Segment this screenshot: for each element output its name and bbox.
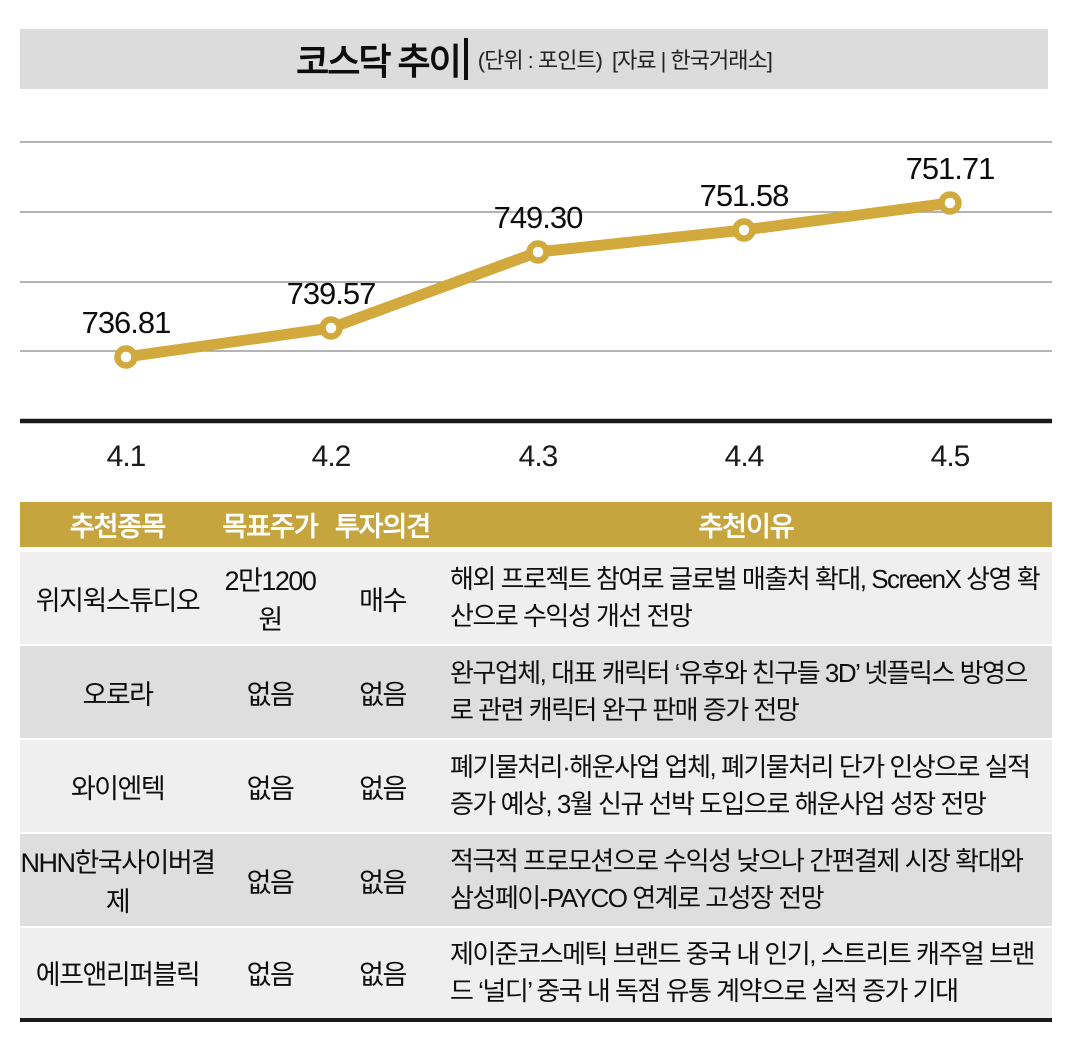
kosdaq-line-chart: 736.81 4.1 739.57 4.2 749.30 4.3 751.58 4.4 751.… (20, 141, 1052, 473)
table-header-cell: 목표주가 (222, 512, 318, 542)
data-point-marker (732, 218, 756, 242)
x-axis-tick-label: 4.4 (725, 440, 764, 473)
target-price-cell: 없음 (246, 773, 295, 804)
data-point-marker (114, 345, 138, 369)
reason-cell: 폐기물처리·해운사업 업체, 폐기물처리 단가 인상으로 실적 증가 예상, 3… (450, 752, 1031, 819)
stock-name-cell: 와이엔텍 (70, 773, 166, 804)
target-price-cell: 없음 (246, 867, 295, 898)
stock-name-cell: 오로라 (82, 679, 154, 710)
opinion-cell: 없음 (359, 960, 407, 991)
data-point-label: 749.30 (494, 200, 584, 235)
opinion-cell: 없음 (359, 773, 407, 804)
opinion-cell: 없음 (359, 867, 407, 898)
target-price-cell: 없음 (246, 960, 295, 991)
target-price-cell: 2만1200원 (224, 566, 317, 635)
data-point-marker (526, 240, 550, 264)
reason-cell: 적극적 프로모션으로 수익성 낮으나 간편결제 시장 확대와 삼성페이-PAYC… (450, 846, 1024, 913)
table-row: NHN한국사이버결제 없음 없음 적극적 프로모션으로 수익성 낮으나 간편결제 시장… (20, 834, 1052, 926)
opinion-cell: 없음 (359, 679, 407, 710)
x-axis-tick-label: 4.3 (519, 440, 558, 473)
reason-cell: 완구업체, 대표 캐릭터 ‘유후와 친구들 3D’ 넷플릭스 방영으로 관련 캐… (450, 658, 1028, 725)
stock-name-cell: 위지윅스튜디오 (35, 585, 201, 616)
opinion-cell: 매수 (359, 585, 407, 616)
x-axis-tick-label: 4.2 (312, 440, 351, 473)
x-axis-tick-label: 4.1 (107, 440, 146, 473)
unit-label: (단위 : 포인트) (477, 48, 603, 73)
data-point-marker (319, 316, 343, 340)
reason-cell: 제이준코스메틱 브랜드 중국 내 인기, 스트리트 캐주얼 브랜드 ‘널디’ 중… (450, 939, 1035, 1006)
table-row: 오로라 없음 없음 완구업체, 대표 캐릭터 ‘유후와 친구들 3D’ 넷플릭스 방영… (20, 646, 1052, 738)
stock-name-cell: 에프앤리퍼블릭 (35, 960, 201, 991)
table-header-cell: 추천종목 (69, 512, 166, 542)
title-divider (463, 38, 468, 80)
table-row: 위지윅스튜디오 2만1200원 매수 해외 프로젝트 참여로 글로벌 매출처 확대, … (20, 552, 1052, 644)
recommendations-table: 추천종목 목표주가 투자의견 추천이유 위지윅스튜디오 2만1200원 매수 해외 프로젝트… (20, 502, 1052, 1022)
table-row: 와이엔텍 없음 없음 폐기물처리·해운사업 업체, 폐기물처리 단가 인상으로 실적 … (20, 740, 1052, 832)
target-price-cell: 없음 (246, 679, 295, 710)
source-label: [자료 | 한국거래소] (611, 48, 773, 73)
x-axis-tick-label: 4.5 (931, 440, 970, 473)
chart-title: 코스닥 추이 (296, 41, 462, 82)
data-point-label: 751.58 (700, 178, 789, 213)
data-point-marker (938, 191, 962, 215)
table-row: 에프앤리퍼블릭 없음 없음 제이준코스메틱 브랜드 중국 내 인기, 스트리트 캐주얼… (20, 928, 1052, 1018)
data-point-label: 736.81 (82, 305, 171, 340)
table-header-cell: 추천이유 (698, 512, 794, 542)
table-header-row: 추천종목 목표주가 투자의견 추천이유 (20, 502, 1052, 547)
chart-title-bar: 코스닥 추이 (단위 : 포인트) [자료 | 한국거래소] (20, 29, 1048, 89)
data-point-label: 739.57 (287, 276, 376, 311)
stock-name-cell: NHN한국사이버결제 (20, 848, 216, 917)
data-point-label: 751.71 (906, 151, 995, 186)
reason-cell: 해외 프로젝트 참여로 글로벌 매출처 확대, ScreenX 상영 확산으로 … (450, 564, 1041, 631)
table-header-cell: 투자의견 (334, 512, 431, 542)
table-bottom-rule (20, 1017, 1052, 1022)
